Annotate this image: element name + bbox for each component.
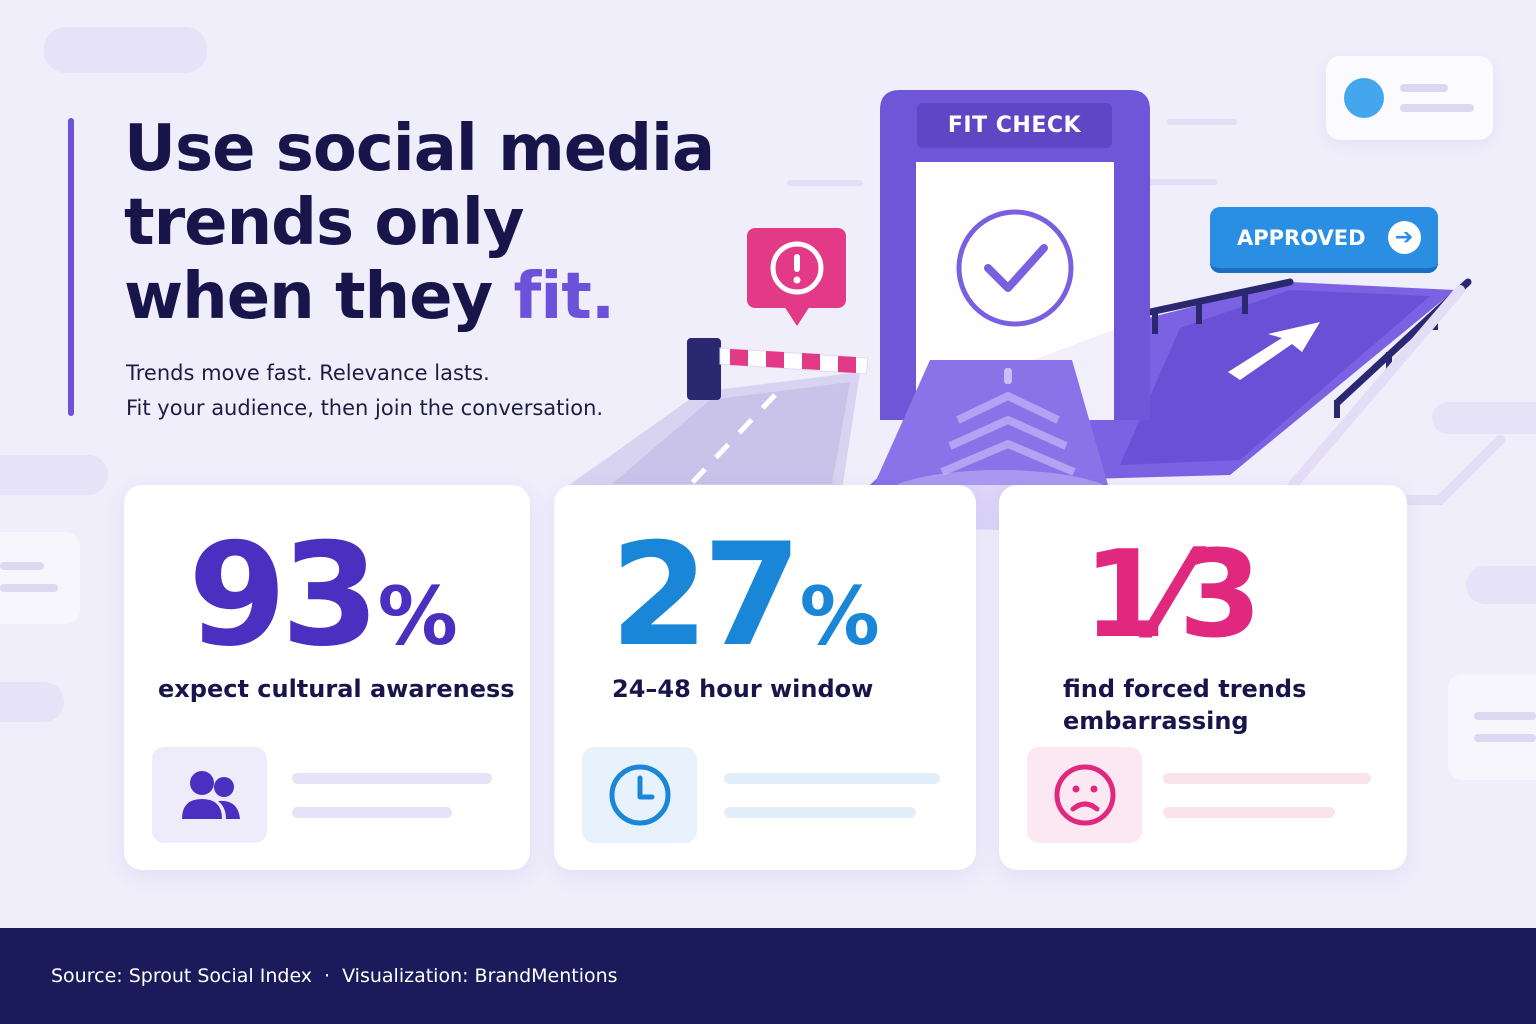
stat-label-line-1: find forced trends (1063, 675, 1307, 703)
background-line (1474, 734, 1536, 742)
stat-number: 93 (188, 513, 380, 678)
placeholder-line (292, 807, 452, 818)
stat-label: 24–48 hour window (612, 675, 874, 703)
background-pill (44, 27, 207, 73)
stat-label: expect cultural awareness (158, 675, 515, 703)
footer-source: Source: Sprout Social Index (51, 965, 313, 987)
approved-label: APPROVED (1237, 225, 1366, 250)
avatar-dot-icon (1344, 78, 1384, 118)
placeholder-line (292, 773, 492, 784)
background-card (1448, 674, 1536, 780)
subtitle-line-1: Trends move fast. Relevance lasts. (126, 361, 490, 385)
footer-visualization: Visualization: BrandMentions (342, 965, 618, 987)
placeholder-line (1163, 773, 1371, 784)
notification-card (1326, 56, 1493, 140)
title-line-1: Use social media (124, 112, 715, 186)
arrow-right-icon: ➔ (1387, 221, 1421, 254)
background-pill (1466, 566, 1536, 604)
stat-number: 1⁄3 (1083, 526, 1262, 665)
sad-face-icon (1027, 747, 1142, 843)
stat-card-hour-window: 27% 24–48 hour window (554, 485, 976, 870)
stat-suffix: % (799, 570, 880, 663)
footer-separator: · (324, 965, 331, 987)
background-card (0, 532, 80, 624)
stat-value: 1⁄3 (999, 521, 1407, 671)
blocked-road (562, 372, 860, 490)
check-circle-icon (956, 209, 1074, 327)
placeholder-line (724, 807, 916, 818)
title-accent-word: fit. (513, 260, 616, 334)
stat-card-forced-trends: 1⁄3 find forced trends embarrassing (999, 485, 1407, 870)
approved-button[interactable]: APPROVED ➔ (1210, 207, 1438, 273)
stat-value: 93% (124, 521, 530, 692)
stat-number: 27 (610, 513, 802, 678)
warning-icon (747, 228, 846, 326)
background-line (0, 584, 58, 592)
title-line-3: when they fit. (124, 260, 764, 334)
stat-label-line-2: embarrassing (1063, 707, 1249, 735)
page-title: Use social media trends only when they f… (124, 112, 764, 334)
users-icon (152, 747, 267, 843)
clock-icon (582, 747, 697, 843)
subtitle-line-2: Fit your audience, then join the convers… (126, 396, 604, 420)
background-line (1474, 712, 1536, 720)
subtitle: Trends move fast. Relevance lasts. Fit y… (126, 356, 603, 426)
accent-bar (68, 118, 74, 416)
title-line-3-prefix: when they (124, 260, 514, 334)
background-line (0, 562, 44, 570)
placeholder-line (1163, 807, 1335, 818)
footer: Source: Sprout Social Index · Visualizat… (0, 928, 1536, 1024)
background-pill (0, 455, 108, 495)
barrier-icon (687, 338, 869, 400)
stat-suffix: % (377, 570, 458, 663)
background-pill (1432, 402, 1536, 434)
placeholder-line (724, 773, 940, 784)
stat-card-cultural-awareness: 93% expect cultural awareness (124, 485, 530, 870)
stat-label: find forced trends embarrassing (1063, 673, 1306, 737)
fit-check-label: FIT CHECK (917, 103, 1112, 148)
background-pill (0, 682, 64, 722)
title-line-2: trends only (124, 186, 525, 260)
stat-value: 27% (554, 521, 976, 692)
